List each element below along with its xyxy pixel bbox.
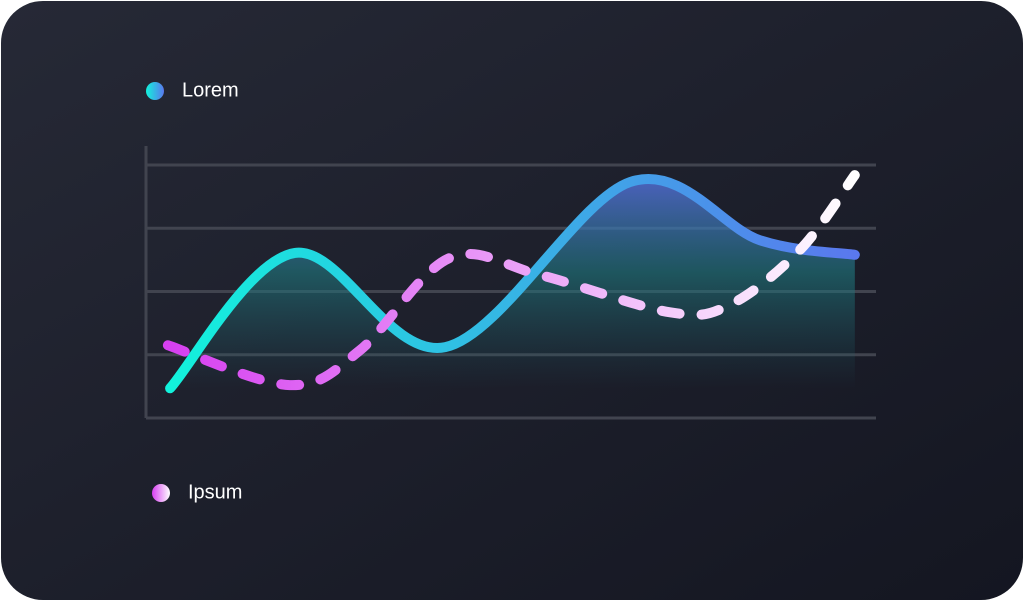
legend-label: Ipsum [188, 481, 242, 503]
line [162, 170, 860, 391]
area [170, 178, 855, 389]
legend-label: Lorem [182, 79, 239, 101]
legend-marker [152, 484, 170, 502]
legend-marker [146, 82, 164, 100]
line [165, 174, 860, 394]
